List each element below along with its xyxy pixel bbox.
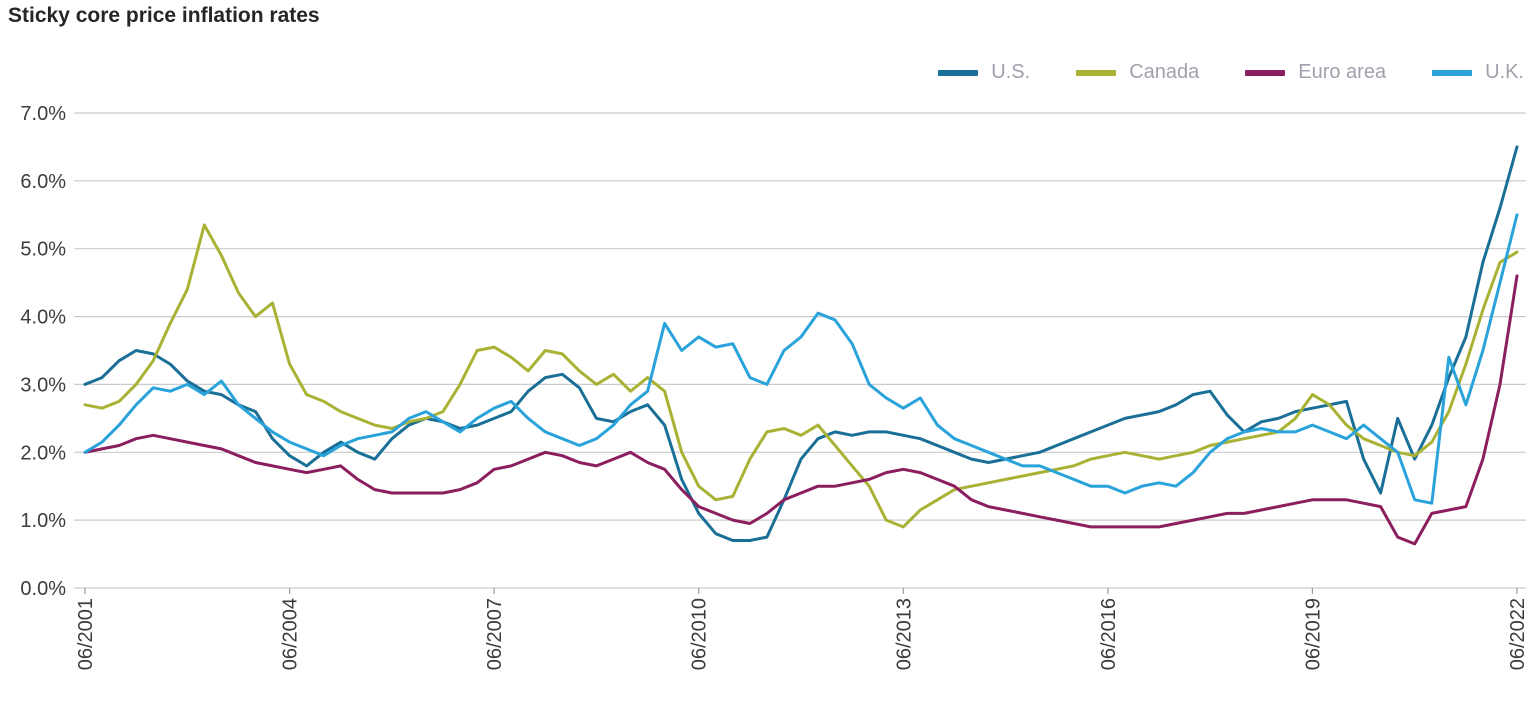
x-axis-label: 06/2013 [893,598,915,670]
y-axis-label: 1.0% [20,510,66,532]
legend-swatch-canada [1076,69,1117,76]
chart-legend: U.S. Canada Euro area U.K. [938,61,1524,84]
legend-label-euro-area: Euro area [1298,61,1387,83]
y-axis-label: 6.0% [20,171,66,193]
legend-item-euro-area: Euro area [1245,61,1386,84]
legend-item-uk: U.K. [1432,61,1524,84]
legend-item-us: U.S. [938,61,1030,84]
series-line-2 [83,274,1519,546]
x-axis-label: 06/2019 [1302,598,1324,670]
y-axis-label: 2.0% [20,442,66,464]
y-axis-label: 7.0% [20,103,66,125]
x-axis-label: 06/2007 [484,598,506,670]
y-axis-label: 4.0% [20,307,66,329]
x-axis-label: 06/2010 [689,598,711,670]
y-axis-label: 3.0% [20,374,66,396]
series-line-3 [83,213,1519,505]
series-line-0 [83,145,1519,542]
legend-label-uk: U.K. [1485,61,1524,83]
series-line-1 [83,223,1519,529]
y-axis-label: 5.0% [20,239,66,261]
x-axis-label: 06/2004 [280,598,302,670]
x-axis-label: 06/2022 [1507,598,1529,670]
legend-label-canada: Canada [1129,61,1200,83]
y-axis-label: 0.0% [20,578,66,600]
legend-item-canada: Canada [1076,61,1199,84]
x-axis-label: 06/2001 [75,598,97,670]
legend-label-us: U.S. [991,61,1031,83]
x-axis-label: 06/2016 [1098,598,1120,670]
legend-swatch-euro-area [1245,69,1286,76]
chart-title: Sticky core price inflation rates [8,4,320,27]
legend-swatch-us [938,69,979,76]
legend-swatch-uk [1432,69,1473,76]
